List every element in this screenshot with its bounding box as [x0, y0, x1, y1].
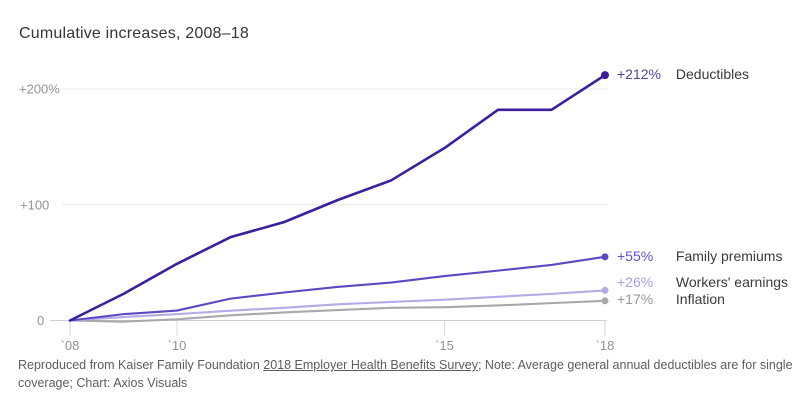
- series-dot-family-premiums: [601, 253, 609, 261]
- series-dot-workers-earnings: [601, 286, 609, 294]
- series-label-deductibles: +212% Deductibles: [617, 66, 749, 83]
- series-line-deductibles: [68, 73, 607, 322]
- series-name-deductibles: Deductibles: [675, 66, 750, 82]
- series-label-workers-earnings: +26% Workers' earnings: [617, 274, 788, 291]
- y-tick-label: 0: [37, 313, 44, 328]
- x-tick-label: `08: [61, 338, 80, 353]
- footer-note: Reproduced from Kaiser Family Foundation…: [18, 357, 794, 392]
- series-value-workers-earnings: +26%: [617, 274, 654, 290]
- y-tick-label: +200%: [19, 82, 60, 97]
- series-value-deductibles: +212%: [617, 66, 661, 82]
- series-name-workers-earnings: Workers' earnings: [675, 274, 789, 290]
- chart-title: Cumulative increases, 2008–18: [19, 25, 249, 42]
- plot-area: +200% +100 0 `08 `10 `15 `18: [19, 71, 615, 353]
- x-tick-label: `15: [435, 338, 454, 353]
- footer-suffix: ; Note: Average general annual deductibl…: [18, 358, 793, 390]
- series-dot-deductibles: [601, 71, 609, 80]
- series-value-family-premiums: +55%: [617, 248, 654, 264]
- x-tick-label: `18: [596, 338, 615, 353]
- footer-prefix: Reproduced from Kaiser Family Foundation: [18, 358, 264, 372]
- y-tick-label: +100: [20, 197, 49, 212]
- x-tick-label: `10: [168, 338, 187, 353]
- series-value-inflation: +17%: [617, 291, 654, 307]
- series-dot-inflation: [601, 297, 609, 305]
- series-line-workers-earnings: [68, 289, 607, 322]
- series-label-family-premiums: +55% Family premiums: [617, 248, 782, 265]
- series-name-family-premiums: Family premiums: [675, 248, 783, 264]
- survey-link[interactable]: 2018 Employer Health Benefits Survey: [263, 358, 478, 372]
- series-line-inflation: [68, 299, 607, 323]
- series-line-family-premiums: [68, 255, 607, 322]
- series-name-inflation: Inflation: [675, 291, 725, 307]
- series-label-inflation: +17% Inflation: [617, 291, 725, 308]
